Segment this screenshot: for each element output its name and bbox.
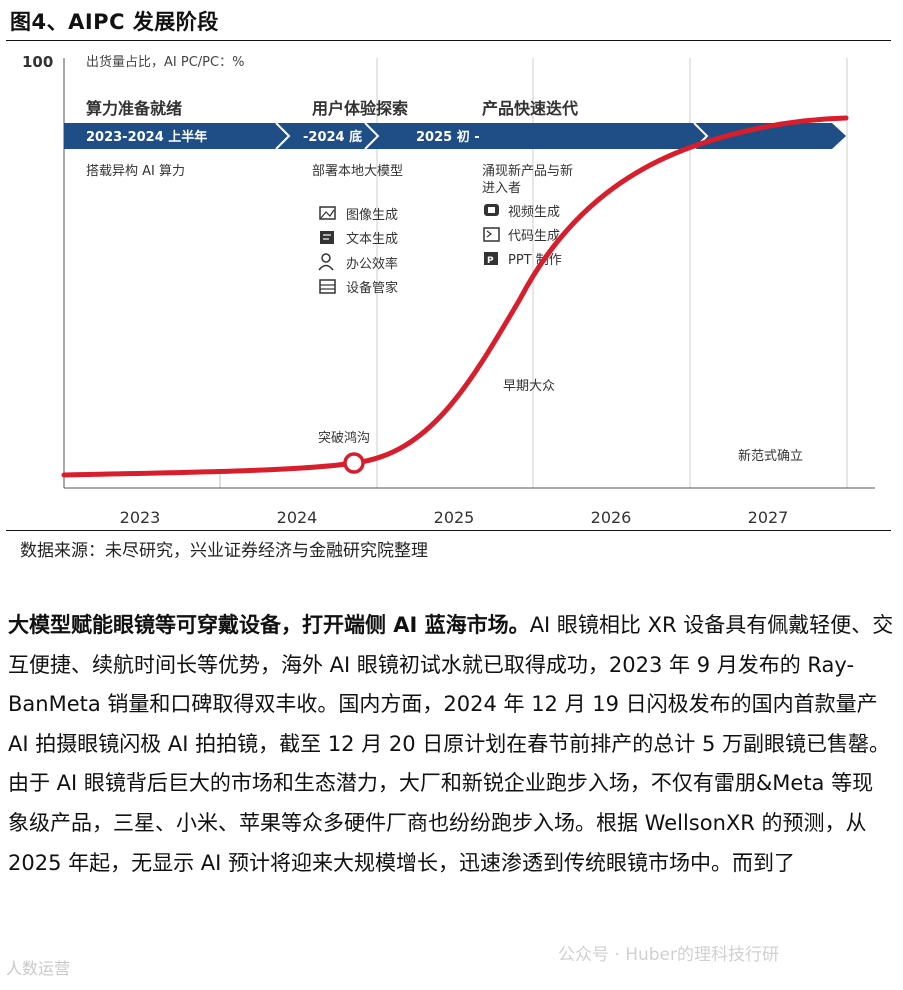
figure-title: 图4、AIPC 发展阶段 (10, 10, 219, 34)
band-period-3: 2025 初 - (416, 129, 480, 145)
x-tick-2024: 2024 (277, 508, 318, 527)
title-rule (6, 40, 891, 41)
wechat-watermark: 公众号 · Huber的理科技行研 (558, 945, 780, 965)
office-icon-body (318, 264, 334, 271)
paragraph-lead: 大模型赋能眼镜等可穿戴设备，打开端侧 AI 蓝海市场。 (8, 613, 530, 637)
device-manager-icon (319, 279, 336, 294)
stage-title-compute-ready: 算力准备就绪 (86, 99, 182, 118)
x-tick-2023: 2023 (120, 508, 161, 527)
feature-image-gen: 图像生成 (346, 208, 398, 223)
x-tick-2025: 2025 (434, 508, 475, 527)
text-gen-icon (320, 231, 334, 244)
source-note: 数据来源：未尽研究，兴业证券经济与金融研究院整理 (20, 541, 428, 561)
feature-office-efficiency: 办公效率 (346, 256, 398, 272)
source-rule (6, 530, 891, 531)
y-axis-label: 出货量占比，AI PC/PC：% (86, 54, 244, 70)
feature-text-gen: 文本生成 (346, 232, 398, 247)
stage-desc-new-products-l1: 涌现新产品与新 (482, 163, 573, 179)
band-chevron-1 (275, 122, 291, 150)
y-axis-tick-100: 100 (22, 53, 53, 71)
video-gen-icon-detail (488, 207, 495, 213)
band-period-1: 2023-2024 上半年 (86, 129, 207, 145)
corner-watermark: 人数运营 (6, 959, 71, 978)
aipc-chart: 100 出货量占比，AI PC/PC：% 2023 2024 2025 2026… (22, 53, 875, 527)
image-gen-icon (319, 206, 336, 220)
stage-desc-new-products-l2: 进入者 (482, 181, 521, 196)
stage-desc-new-products: 涌现新产品与新 进入者 (482, 163, 577, 196)
timeline-band (64, 123, 846, 149)
office-icon-head (321, 253, 331, 263)
feature-code-gen: 代码生成 (508, 229, 560, 244)
stage-desc-local-model: 部署本地大模型 (312, 164, 403, 179)
annotation-new-paradigm: 新范式确立 (738, 448, 803, 464)
x-tick-2027: 2027 (748, 508, 789, 527)
stage-desc-compute: 搭载异构 AI 算力 (86, 163, 185, 179)
code-gen-icon (483, 227, 500, 242)
x-tick-2026: 2026 (591, 508, 632, 527)
feature-video-gen: 视频生成 (508, 205, 560, 220)
ppt-icon-letter: P (487, 256, 494, 266)
band-chevron-2 (364, 122, 380, 150)
ppt-icon (484, 252, 498, 265)
stage-title-rapid-iteration: 产品快速迭代 (482, 99, 578, 118)
band-period-2: -2024 底 (303, 129, 362, 145)
annotation-early-majority: 早期大众 (503, 379, 555, 394)
feature-ppt: PPT 制作 (508, 253, 562, 268)
stage-title-ux-exploration: 用户体验探索 (312, 99, 408, 118)
chasm-marker (343, 452, 365, 474)
feature-device-manager: 设备管家 (346, 280, 398, 296)
code-gen-icon-prompt (486, 230, 492, 238)
annotation-breakthrough: 突破鸿沟 (318, 430, 370, 446)
adoption-curve (61, 115, 849, 478)
image-gen-icon-detail (320, 209, 335, 219)
body-paragraph: 大模型赋能眼镜等可穿戴设备，打开端侧 AI 蓝海市场。AI 眼镜相比 XR 设备… (8, 606, 894, 883)
paragraph-body: AI 眼镜相比 XR 设备具有佩戴轻便、交互便捷、续航时间长等优势，海外 AI … (8, 613, 894, 875)
